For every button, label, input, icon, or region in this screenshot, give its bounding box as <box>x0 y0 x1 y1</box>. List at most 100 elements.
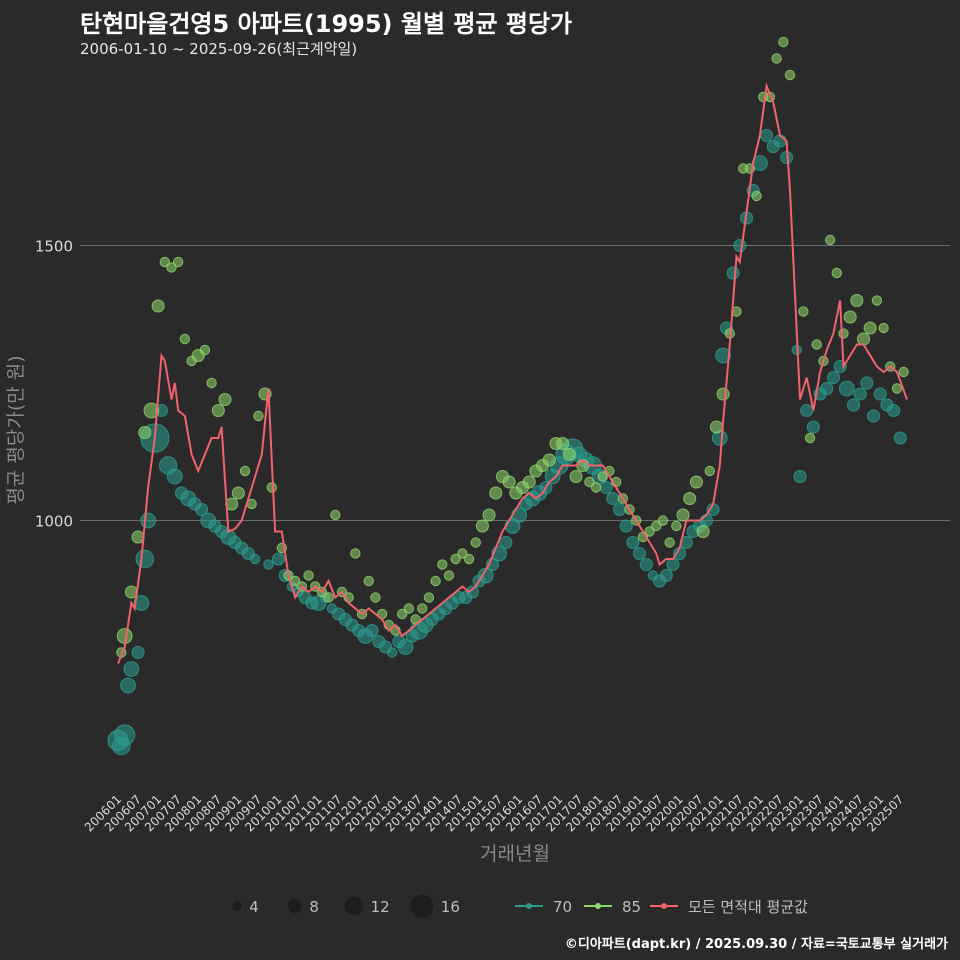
point-85 <box>430 575 441 587</box>
point-70 <box>893 431 907 445</box>
point-85 <box>489 486 503 500</box>
size-legend-label: 4 <box>249 898 259 916</box>
point-70 <box>599 480 613 495</box>
legend: 4 8 12 16 70 85 모든 면적대 평균값 <box>232 894 808 918</box>
point-85 <box>838 328 849 339</box>
color-legend-marker <box>595 903 601 909</box>
point-85 <box>831 267 842 279</box>
point-70 <box>826 370 840 385</box>
point-70 <box>606 491 620 506</box>
point-85 <box>824 234 836 246</box>
average-price-line <box>117 82 908 664</box>
point-85 <box>704 465 715 477</box>
size-legend-dot <box>410 894 434 918</box>
point-70 <box>860 376 874 390</box>
point-70 <box>873 387 887 401</box>
point-85 <box>151 299 165 313</box>
size-legend-label: 8 <box>309 898 319 916</box>
point-85 <box>206 377 217 389</box>
point-85 <box>457 548 468 559</box>
point-85 <box>778 36 789 48</box>
point-85 <box>843 310 857 324</box>
point-70 <box>120 677 136 694</box>
chart-subtitle: 2006-01-10 ~ 2025-09-26(최근계약일) <box>80 40 358 58</box>
point-85 <box>657 515 669 526</box>
point-85 <box>323 592 334 603</box>
point-70 <box>853 387 867 401</box>
point-85 <box>562 447 576 462</box>
point-70 <box>733 238 747 253</box>
point-85 <box>751 190 762 202</box>
point-85 <box>266 482 277 493</box>
point-85 <box>850 293 864 308</box>
point-85 <box>363 575 374 587</box>
point-85 <box>784 69 796 81</box>
point-85 <box>239 465 251 477</box>
x-axis-label: 거래년월 <box>480 843 550 865</box>
point-85 <box>199 344 211 356</box>
point-85 <box>522 475 536 489</box>
point-70 <box>846 398 861 412</box>
point-85 <box>450 553 461 565</box>
point-85 <box>396 608 408 620</box>
color-legend-label: 85 <box>622 898 641 916</box>
point-70 <box>639 557 653 572</box>
color-legend-label: 70 <box>553 898 572 916</box>
point-85 <box>437 559 448 570</box>
point-85 <box>330 509 341 521</box>
x-axis-ticks: 2006012006072007012007072008012008072009… <box>82 792 907 834</box>
point-85 <box>470 537 481 548</box>
point-70 <box>726 266 740 280</box>
point-85 <box>590 482 602 493</box>
point-85 <box>644 526 655 537</box>
point-85 <box>863 321 877 335</box>
point-85 <box>475 519 489 533</box>
point-85 <box>716 387 730 401</box>
point-70 <box>806 420 820 434</box>
point-85 <box>856 332 871 346</box>
point-85 <box>569 469 583 484</box>
point-85 <box>143 402 160 419</box>
point-85 <box>676 508 690 522</box>
point-85 <box>423 592 435 603</box>
point-85 <box>664 537 675 548</box>
footer-credit: ©디아파트(dapt.kr) / 2025.09.30 / 자료=국토교통부 실… <box>564 937 948 952</box>
point-70 <box>666 557 680 572</box>
point-85 <box>502 475 516 489</box>
y-tick-label: 1500 <box>35 238 73 256</box>
size-legend-dot <box>344 896 364 916</box>
point-70 <box>499 535 513 550</box>
point-85 <box>651 520 662 532</box>
point-70 <box>838 380 855 397</box>
point-70 <box>793 469 807 484</box>
point-85 <box>417 603 428 614</box>
point-70 <box>114 724 136 746</box>
point-85 <box>350 548 361 559</box>
point-85 <box>683 491 697 506</box>
point-85 <box>878 322 889 334</box>
color-legend-marker <box>661 903 667 909</box>
point-70 <box>123 661 140 677</box>
point-70 <box>263 559 274 570</box>
point-70 <box>386 647 398 658</box>
point-70 <box>166 468 183 485</box>
y-tick-label: 1000 <box>35 513 73 531</box>
point-70 <box>131 645 145 660</box>
point-85 <box>303 570 314 581</box>
point-70 <box>365 623 379 638</box>
point-85 <box>584 476 595 488</box>
chart-title: 탄현마을건영5 아파트(1995) 월별 평균 평당가 <box>80 10 573 38</box>
point-85 <box>218 392 232 407</box>
point-85 <box>138 425 152 440</box>
point-70 <box>715 347 732 364</box>
point-70 <box>867 409 881 423</box>
point-85 <box>871 295 883 306</box>
point-70 <box>465 585 479 599</box>
point-70 <box>887 403 901 418</box>
point-85 <box>211 403 225 418</box>
point-70 <box>249 553 261 565</box>
point-85 <box>403 603 415 614</box>
point-85 <box>898 366 909 378</box>
point-85 <box>253 410 264 422</box>
point-85 <box>891 383 903 394</box>
